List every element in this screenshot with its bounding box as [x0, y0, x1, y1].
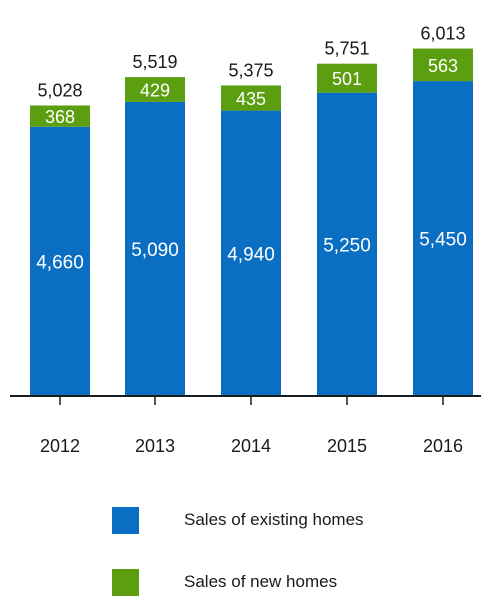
data-label-new-2015: 501 — [332, 69, 362, 89]
bar-new-2012 — [30, 105, 90, 127]
data-label-existing-2016: 5,450 — [419, 230, 467, 251]
total-label-2015: 5,751 — [324, 39, 369, 59]
data-label-new-2014: 435 — [236, 89, 266, 109]
legend-swatch-new-homes — [112, 569, 139, 596]
total-label-2012: 5,028 — [37, 80, 82, 100]
legend-swatch-existing-homes — [112, 507, 139, 534]
data-label-new-2013: 429 — [140, 81, 170, 101]
x-tick-label-2015: 2015 — [327, 436, 367, 456]
data-label-new-2016: 563 — [428, 56, 458, 76]
total-label-2016: 6,013 — [420, 24, 465, 44]
stacked-bar-chart: 4,660 368 5,028 5,090 429 5,519 4,940 435 5,375 5… — [10, 24, 481, 456]
legend-label-existing-homes: Sales of existing homes — [184, 510, 364, 529]
total-label-2014: 5,375 — [228, 60, 273, 80]
labels-layer: 4,660 368 5,028 5,090 429 5,519 4,940 435 5,375 5… — [36, 24, 467, 274]
bars-layer — [30, 48, 473, 396]
bar-existing-2014 — [221, 110, 281, 396]
x-tick-label-2012: 2012 — [40, 436, 80, 456]
bar-existing-2015 — [317, 92, 377, 396]
legend-label-new-homes: Sales of new homes — [184, 572, 338, 591]
x-axis-ticks: 2012 2013 2014 2015 2016 — [40, 396, 463, 456]
bar-existing-2013 — [125, 101, 185, 396]
bar-new-2014 — [221, 85, 281, 111]
legend-item-new-homes: Sales of new homes — [112, 569, 452, 599]
data-label-existing-2015: 5,250 — [323, 235, 371, 256]
total-label-2013: 5,519 — [132, 52, 177, 72]
data-label-existing-2014: 4,940 — [227, 244, 275, 265]
data-label-existing-2012: 4,660 — [36, 252, 84, 273]
bar-new-2016 — [413, 48, 473, 82]
x-tick-label-2016: 2016 — [423, 436, 463, 456]
bar-existing-2012 — [30, 126, 90, 396]
data-label-new-2012: 368 — [45, 107, 75, 127]
data-label-existing-2013: 5,090 — [131, 240, 179, 261]
x-tick-label-2013: 2013 — [135, 436, 175, 456]
bar-new-2015 — [317, 63, 377, 93]
bar-existing-2016 — [413, 81, 473, 396]
x-tick-label-2014: 2014 — [231, 436, 271, 456]
bar-new-2013 — [125, 77, 185, 102]
legend-item-existing-homes: Sales of existing homes — [112, 507, 452, 537]
